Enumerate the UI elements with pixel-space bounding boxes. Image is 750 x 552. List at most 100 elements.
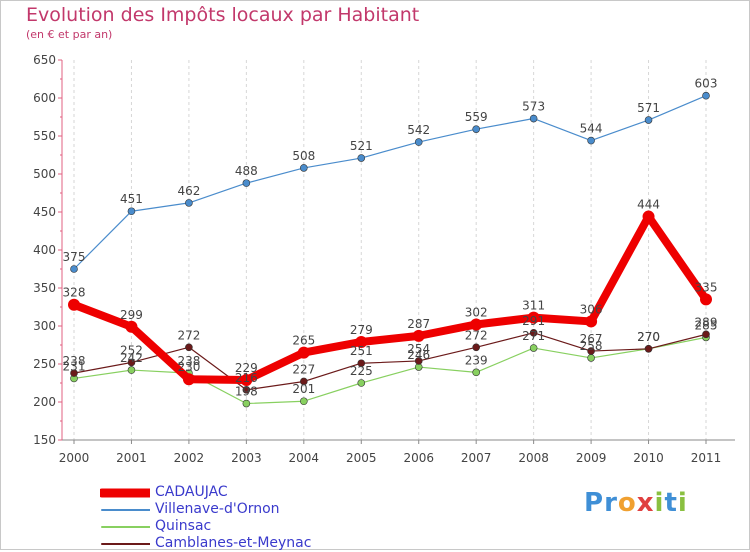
data-point	[529, 114, 538, 123]
data-point	[414, 138, 423, 146]
data-label: 258	[580, 339, 603, 353]
plot-area	[62, 60, 735, 440]
x-tick-label: 2005	[346, 451, 377, 465]
data-label: 544	[580, 122, 603, 136]
data-point	[357, 359, 366, 368]
data-label: 335	[695, 280, 718, 294]
data-label: 270	[637, 330, 660, 344]
data-label: 272	[177, 328, 200, 342]
brand-letter: P	[584, 488, 605, 518]
data-point	[585, 315, 598, 328]
data-label: 239	[465, 353, 488, 367]
brand-logo: Proxiti	[584, 488, 688, 518]
data-label: 201	[292, 382, 315, 396]
data-label: 302	[465, 305, 488, 319]
data-point	[127, 207, 136, 216]
data-label: 573	[522, 100, 545, 114]
data-point	[644, 344, 653, 353]
data-label: 238	[177, 354, 200, 368]
legend-label: Camblanes-et-Meynac	[155, 535, 312, 551]
data-label: 559	[465, 110, 488, 124]
chart-title: Evolution des Impôts locaux par Habitant	[26, 4, 420, 26]
data-label: 230	[177, 360, 200, 374]
data-label: 225	[350, 364, 373, 378]
y-tick-label: 300	[33, 319, 56, 333]
data-label: 251	[350, 344, 373, 358]
data-label: 311	[522, 299, 545, 313]
data-point	[412, 329, 425, 342]
data-point	[185, 343, 193, 352]
brand-letter: x	[636, 488, 655, 518]
legend-label: Villenave-d'Ornon	[155, 501, 280, 517]
data-point	[529, 344, 538, 352]
data-point	[644, 116, 653, 124]
data-point	[587, 136, 595, 145]
data-label: 227	[292, 362, 315, 376]
data-label: 242	[120, 351, 143, 365]
data-label: 571	[637, 101, 660, 115]
data-label: 462	[177, 184, 200, 198]
data-label: 375	[63, 250, 86, 264]
data-label: 271	[522, 329, 545, 343]
data-point	[587, 354, 595, 362]
x-tick-label: 2003	[231, 451, 262, 465]
data-point	[70, 265, 78, 273]
legend-swatch	[101, 543, 150, 545]
data-label: 508	[292, 149, 315, 163]
y-tick-label: 250	[33, 357, 56, 371]
y-tick-label: 350	[33, 281, 56, 295]
x-tick-label: 2011	[691, 451, 722, 465]
legend-label: Quinsac	[155, 518, 212, 534]
x-tick-label: 2008	[518, 451, 549, 465]
data-label: 254	[407, 342, 430, 356]
data-point	[182, 373, 195, 386]
data-label: 216	[235, 371, 258, 385]
data-point	[300, 164, 308, 172]
data-point	[70, 369, 78, 377]
legend-label: CADAUJAC	[155, 484, 228, 500]
data-label: 299	[120, 308, 143, 322]
brand-letter: o	[617, 488, 637, 518]
brand-letter: t	[664, 488, 678, 518]
chart-subtitle: (en € et par an)	[26, 28, 113, 41]
data-label: 287	[407, 317, 430, 331]
data-point	[702, 330, 710, 339]
data-point	[355, 335, 368, 348]
x-tick-label: 2000	[59, 451, 90, 465]
x-tick-label: 2010	[633, 451, 664, 465]
y-tick-label: 550	[33, 129, 56, 143]
data-label: 229	[235, 361, 258, 375]
data-point	[242, 386, 251, 394]
data-label: 488	[235, 164, 258, 178]
data-point	[357, 154, 366, 162]
data-point	[472, 368, 480, 377]
data-label: 603	[695, 77, 718, 91]
data-label: 451	[120, 192, 143, 206]
data-point	[527, 311, 540, 324]
brand-letter: i	[654, 488, 665, 518]
y-tick-label: 200	[33, 395, 56, 409]
brand-letter: r	[604, 488, 618, 518]
x-tick-label: 2004	[289, 451, 320, 465]
data-label: 198	[235, 385, 258, 399]
data-label: 267	[580, 332, 603, 346]
y-tick-label: 400	[33, 243, 56, 257]
legend-swatch	[101, 526, 150, 528]
data-point	[127, 366, 136, 374]
data-point	[185, 199, 193, 207]
data-point	[242, 399, 251, 408]
data-point	[242, 179, 251, 187]
data-label: 231	[63, 359, 86, 373]
data-point	[127, 358, 136, 367]
data-label: 246	[407, 348, 430, 362]
data-point	[472, 343, 480, 352]
data-label: 265	[292, 334, 315, 348]
data-label: 270	[637, 330, 660, 344]
data-label: 444	[637, 198, 660, 212]
y-tick-label: 150	[33, 433, 56, 447]
series-line	[70, 212, 710, 384]
data-point	[702, 91, 710, 100]
series-line	[73, 95, 707, 270]
x-tick-label: 2002	[174, 451, 205, 465]
data-label: 272	[465, 328, 488, 342]
